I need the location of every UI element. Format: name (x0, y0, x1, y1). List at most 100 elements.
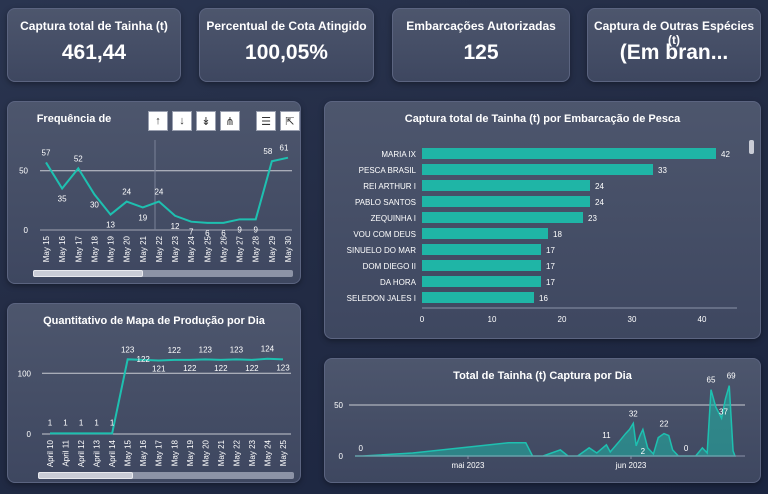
y-tick-label: 50 (334, 401, 343, 410)
arrow-up-icon[interactable]: ↑ (148, 111, 168, 131)
data-label: 11 (602, 431, 611, 440)
focus-mode-icon[interactable]: ⇱ (280, 111, 300, 131)
data-label: 16 (539, 294, 548, 303)
y-tick-label: 0 (27, 430, 32, 439)
data-label: 1 (79, 418, 84, 427)
filter-icon[interactable]: ☰ (256, 111, 276, 131)
data-label: 122 (214, 364, 228, 373)
x-tick-label: May 23 (171, 235, 180, 262)
data-label: 24 (595, 182, 604, 191)
data-label: 6 (205, 229, 210, 238)
kpi-card-authorized-vessels: Embarcações Autorizadas 125 (392, 8, 570, 82)
chart-title: Total de Tainha (t) Captura por Dia (453, 370, 632, 382)
data-label: 24 (122, 188, 131, 197)
x-tick-label: May 25 (203, 235, 212, 262)
x-tick-label: May 24 (263, 439, 272, 466)
horizontal-scrollbar[interactable] (38, 472, 294, 479)
category-label: SELEDON JALES I (347, 294, 416, 303)
data-label: 23 (588, 214, 597, 223)
data-label: 122 (245, 364, 259, 373)
data-label: 12 (171, 222, 180, 231)
data-label: 9 (237, 225, 242, 234)
kpi-title: Captura de Outras Espécies (t) (593, 19, 755, 47)
data-label: 35 (58, 195, 67, 204)
x-tick-label: May 26 (219, 235, 228, 262)
scrollbar-thumb[interactable] (38, 472, 133, 479)
data-label: 19 (138, 213, 147, 222)
x-tick-label: May 15 (42, 235, 51, 262)
y-tick-label: 0 (339, 452, 344, 461)
x-tick-label: May 21 (139, 235, 148, 262)
data-label: 30 (90, 200, 99, 209)
bar (422, 196, 590, 207)
data-label: 122 (183, 364, 197, 373)
series-line (45, 156, 289, 224)
x-tick-label: May 23 (248, 439, 257, 466)
category-label: REI ARTHUR I (363, 182, 416, 191)
x-tick-label: April 14 (108, 439, 117, 467)
x-tick-label: May 20 (201, 439, 210, 466)
data-label: 6 (221, 229, 226, 238)
horizontal-scrollbar[interactable] (33, 270, 293, 277)
x-tick-label: mai 2023 (452, 461, 485, 470)
daily-catch-chart-panel[interactable]: Total de Tainha (t) Captura por Dia 50 0 0… (324, 358, 761, 483)
scrollbar-thumb[interactable] (33, 270, 143, 277)
chart-title: Quantitativo de Mapa de Produção por Dia (43, 315, 265, 327)
series-line (50, 357, 284, 435)
chart-title: Captura total de Tainha (t) por Embarcaç… (404, 113, 681, 125)
vessel-catch-chart-panel[interactable]: Captura total de Tainha (t) por Embarcaç… (324, 101, 761, 339)
double-arrow-down-icon[interactable]: ↡ (196, 111, 216, 131)
data-label: 57 (42, 148, 51, 157)
kpi-value: 125 (463, 41, 499, 64)
x-tick-label: May 28 (252, 235, 261, 262)
data-label: 124 (261, 345, 275, 354)
category-label: DA HORA (380, 278, 417, 287)
data-label: 123 (230, 345, 244, 354)
data-label: 122 (168, 346, 182, 355)
x-tick-label: April 10 (46, 439, 55, 467)
data-label: 22 (660, 420, 669, 429)
data-label: 24 (595, 198, 604, 207)
x-tick-label: May 19 (107, 235, 116, 262)
vessel-bar-chart[interactable]: MARIA IX 42 PESCA BRASIL 33 REI ARTHUR I 24 PA… (325, 102, 762, 340)
category-label: VOU COM DEUS (353, 230, 416, 239)
kpi-card-total-catch: Captura total de Tainha (t) 461,44 (7, 8, 181, 82)
data-label: 1 (63, 418, 68, 427)
expand-hierarchy-icon[interactable]: ⋔ (220, 111, 240, 131)
x-tick-label: May 17 (155, 439, 164, 466)
x-tick-label: 10 (488, 315, 497, 324)
data-label: 1 (48, 418, 53, 427)
x-tick-label: May 20 (123, 235, 132, 262)
category-label: ZEQUINHA I (371, 214, 416, 223)
y-tick-label: 100 (18, 369, 32, 378)
area-series (355, 385, 737, 457)
x-tick-label: May 19 (186, 439, 195, 466)
bar (422, 228, 548, 239)
category-label: PESCA BRASIL (359, 166, 417, 175)
x-tick-label: May 21 (217, 439, 226, 466)
category-label: DOM DIEGO II (363, 262, 416, 271)
data-label: 17 (546, 278, 555, 287)
arrow-down-icon[interactable]: ↓ (172, 111, 192, 131)
x-tick-label: May 29 (268, 235, 277, 262)
frequency-chart-panel[interactable]: Frequência de ↑ ↓ ↡ ⋔ ☰ ⇱ 0 50 57 35 52 30 13 2… (7, 101, 301, 284)
x-tick-label: May 16 (58, 235, 67, 262)
category-label: SINUELO DO MAR (347, 246, 417, 255)
frequency-line-chart[interactable]: 0 50 57 35 52 30 13 24 19 24 12 7 6 6 9 9 58 61 May 15 May … (8, 102, 302, 285)
vertical-scrollbar[interactable] (749, 140, 754, 154)
y-tick-label: 0 (24, 226, 29, 235)
kpi-value: (Em bran... (619, 41, 729, 64)
production-map-chart-panel[interactable]: Quantitativo de Mapa de Produção por Dia… (7, 303, 301, 483)
data-label: 122 (137, 355, 151, 364)
x-tick-label: 30 (628, 315, 637, 324)
data-label: 9 (254, 225, 259, 234)
x-tick-label: May 24 (187, 235, 196, 262)
x-tick-label: May 27 (236, 235, 245, 262)
data-label: 33 (658, 166, 667, 175)
data-label: 37 (719, 407, 728, 416)
data-label: 69 (727, 372, 736, 381)
x-tick-label: May 25 (279, 439, 288, 466)
data-label: 1 (94, 418, 99, 427)
